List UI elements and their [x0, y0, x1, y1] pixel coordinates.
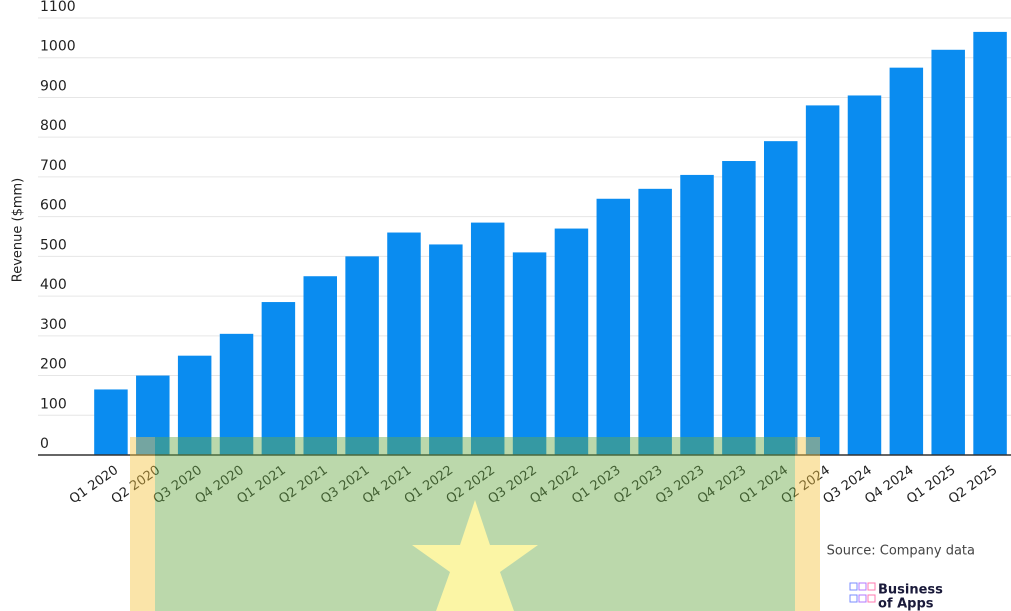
bar — [638, 189, 671, 455]
bar — [555, 229, 588, 455]
logo-square — [868, 583, 875, 590]
bar — [387, 233, 420, 455]
bar — [764, 141, 797, 455]
logo-square — [859, 595, 866, 602]
bar — [722, 161, 755, 455]
bar — [973, 32, 1006, 455]
source-note: Source: Company data — [827, 544, 975, 559]
y-tick-label: 100 — [40, 396, 67, 412]
logo-square — [850, 583, 857, 590]
bar — [220, 334, 253, 455]
y-tick-label: 0 — [40, 436, 49, 452]
bar — [94, 389, 127, 455]
logo-square — [850, 595, 857, 602]
bar — [345, 256, 378, 455]
bar — [848, 95, 881, 455]
y-tick-label: 200 — [40, 357, 67, 373]
y-tick-label: 400 — [40, 277, 67, 293]
bar — [304, 276, 337, 455]
y-tick-label: 1000 — [40, 39, 76, 55]
chart: Revenue ($mm) 0 100 200 300 400 500 600 700 800 9… — [0, 0, 1011, 611]
bar — [890, 68, 923, 455]
y-tick-label: 700 — [40, 158, 67, 174]
brand-text: of Apps — [878, 597, 934, 611]
bar — [471, 223, 504, 455]
bar — [680, 175, 713, 455]
bar — [806, 105, 839, 455]
y-tick-label: 900 — [40, 78, 67, 94]
y-axis-label: Revenue ($mm) — [11, 178, 26, 283]
logo-square — [859, 583, 866, 590]
y-tick-label: 1100 — [40, 0, 76, 15]
logo-square — [868, 595, 875, 602]
page: {"chart_data": {"type": "bar", "y_label"… — [0, 0, 1011, 611]
y-tick-label: 600 — [40, 198, 67, 214]
bar — [262, 302, 295, 455]
bar — [513, 252, 546, 455]
y-tick-label: 800 — [40, 118, 67, 134]
brand-logo: Business of Apps — [850, 583, 943, 611]
bar — [597, 199, 630, 455]
y-tick-label: 300 — [40, 317, 67, 333]
y-tick-label: 500 — [40, 237, 67, 253]
bar — [429, 244, 462, 455]
brand-text: Business — [878, 583, 943, 598]
bar — [931, 50, 964, 455]
overlay-decoration — [130, 437, 820, 611]
